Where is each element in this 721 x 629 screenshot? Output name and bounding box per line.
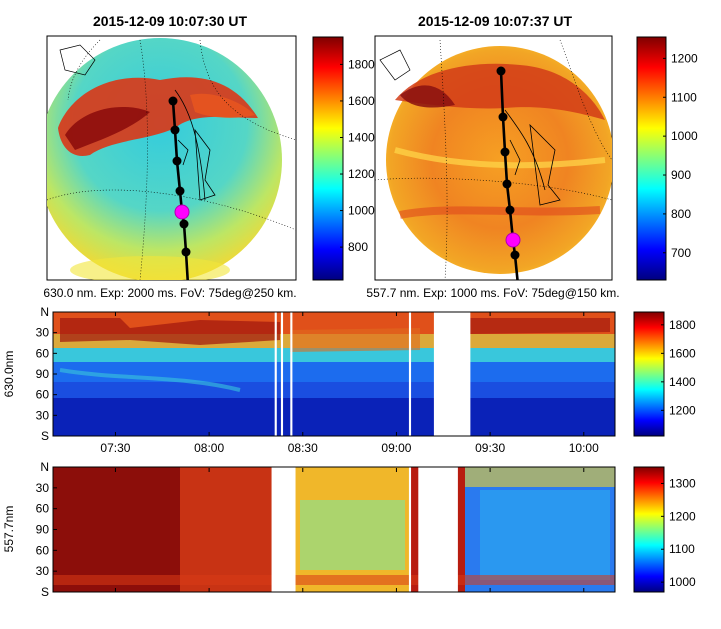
sky-caption-557: 557.7 nm. Exp: 1000 ms. FoV: 75deg@150 k…: [366, 286, 619, 300]
colorbar-tick-label: 1200: [669, 403, 696, 417]
y-tick-label: 60: [36, 502, 50, 516]
colorbar-gradient: [633, 466, 665, 593]
y-tick-label: S: [41, 585, 49, 599]
colorbar-tick-label: 800: [348, 240, 368, 254]
y-tick-label: 60: [36, 388, 50, 402]
colorbar-tick-label: 1200: [348, 167, 375, 181]
y-tick-label: 30: [36, 564, 50, 578]
data-gap: [418, 467, 458, 592]
x-tick-label: 07:30: [100, 441, 130, 455]
keogram-557-ylabel: 557.7nm: [2, 506, 16, 553]
y-tick-label: 60: [36, 543, 50, 557]
x-tick-label: 08:30: [288, 441, 318, 455]
colorbar-gradient: [636, 36, 667, 281]
data-gap: [271, 467, 296, 592]
keogram-557: [52, 466, 616, 593]
colorbar-tick-label: 1200: [671, 51, 698, 65]
colorbar-tick-label: 1000: [671, 129, 698, 143]
x-tick-label: 08:00: [194, 441, 224, 455]
data-gap: [433, 312, 471, 436]
y-tick-label: S: [41, 429, 49, 443]
sky-image-title-557: 2015-12-09 10:07:37 UT: [418, 13, 573, 29]
y-tick-label: 60: [36, 346, 50, 360]
colorbar-tick-label: 800: [671, 207, 691, 221]
sky-image-630: [46, 35, 297, 281]
colorbar-tick-label: 1100: [671, 90, 697, 104]
data-gap: [274, 312, 277, 436]
colorbar-gradient: [312, 36, 344, 281]
y-tick-label: 30: [36, 408, 50, 422]
sky-caption-630: 630.0 nm. Exp: 2000 ms. FoV: 75deg@250 k…: [43, 286, 296, 300]
colorbar-gradient: [633, 311, 665, 437]
colorbar-tick-label: 1100: [669, 542, 695, 556]
colorbar-tick-label: 1400: [669, 375, 696, 389]
data-gap: [408, 312, 412, 436]
y-tick-label: 30: [36, 481, 50, 495]
data-gap: [290, 312, 293, 436]
y-tick-label: N: [40, 305, 49, 319]
colorbar-557-keogram: 1000 1100 1200 1300: [633, 466, 696, 593]
colorbar-tick-label: 1600: [669, 346, 696, 360]
colorbar-630-sky: 800 1000 1200 1400 1600 1800: [312, 36, 375, 281]
colorbar-tick-label: 1800: [669, 318, 696, 332]
colorbar-630-keogram: 1200 1400 1600 1800: [633, 311, 696, 437]
sky-image-557: [374, 35, 613, 281]
colorbar-tick-label: 1000: [348, 204, 375, 218]
y-tick-label: 90: [36, 523, 50, 537]
colorbar-tick-label: 1400: [348, 130, 375, 144]
keogram-630: [52, 311, 616, 437]
colorbar-557-sky: 700 800 900 1000 1100 1200: [636, 36, 698, 281]
colorbar-tick-label: 900: [671, 168, 691, 182]
colorbar-tick-label: 1600: [348, 94, 375, 108]
data-gap: [280, 312, 284, 436]
keogram-630-xticks: 07:30 08:00 08:30 09:00 09:30 10:00: [100, 312, 599, 455]
colorbar-tick-label: 700: [671, 246, 691, 260]
y-tick-label: N: [40, 460, 49, 474]
sky-image-title-630: 2015-12-09 10:07:30 UT: [93, 13, 248, 29]
colorbar-tick-label: 1000: [669, 575, 696, 589]
colorbar-tick-label: 1200: [669, 509, 696, 523]
x-tick-label: 09:00: [381, 441, 411, 455]
colorbar-tick-label: 1800: [348, 57, 375, 71]
keogram-557-xticks: [114, 468, 585, 592]
keogram-557-yticks: N 30 60 90 60 30 S: [36, 460, 57, 599]
x-tick-label: 10:00: [569, 441, 599, 455]
colorbar-tick-label: 1300: [669, 476, 696, 490]
x-tick-label: 09:30: [475, 441, 505, 455]
y-tick-label: 30: [36, 326, 50, 340]
data-gap: [408, 467, 412, 592]
keogram-630-yticks: N 30 60 90 60 30 S: [36, 305, 57, 443]
keogram-630-ylabel: 630.0nm: [2, 351, 16, 398]
y-tick-label: 90: [36, 367, 50, 381]
